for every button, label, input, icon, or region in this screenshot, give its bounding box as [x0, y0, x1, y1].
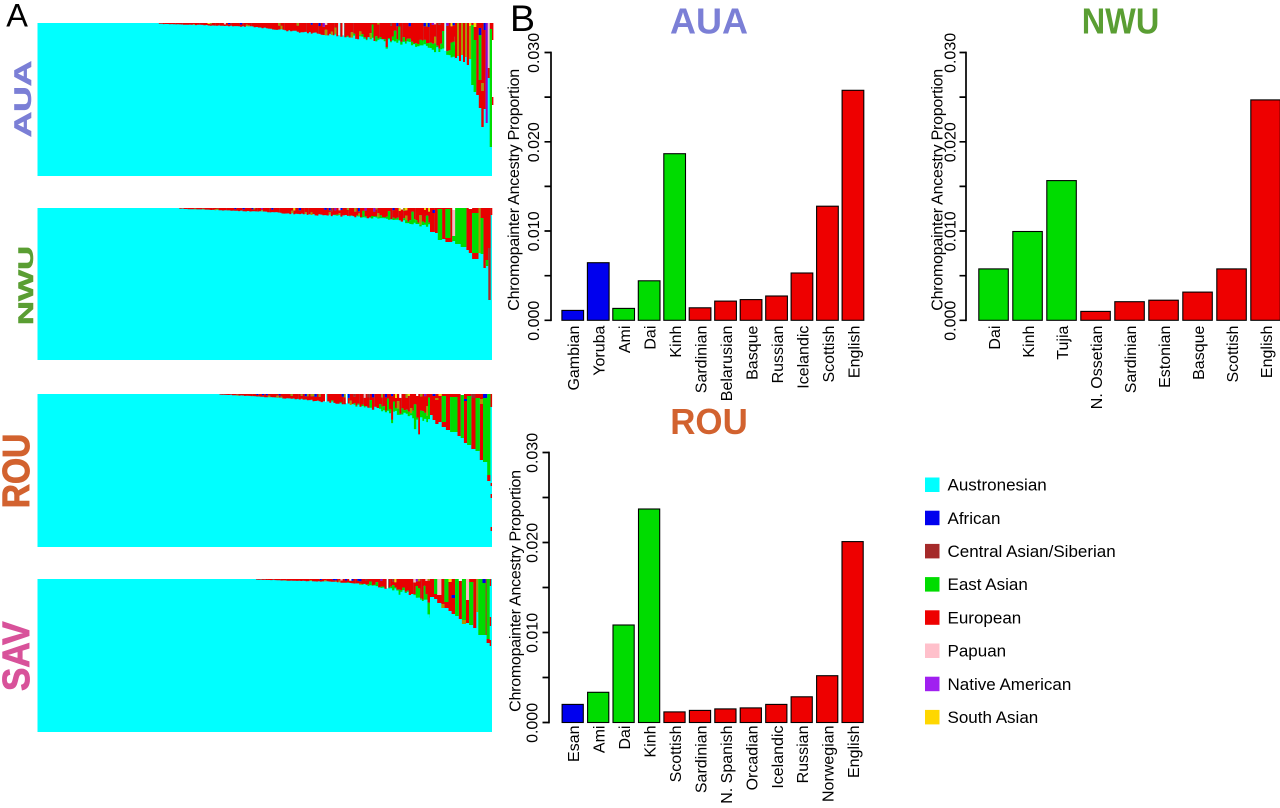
svg-text:Estonian: Estonian: [1157, 326, 1174, 388]
svg-text:0.030: 0.030: [943, 33, 960, 73]
svg-text:0.020: 0.020: [943, 122, 960, 162]
svg-text:Tujia: Tujia: [1055, 326, 1072, 360]
svg-text:Gambian: Gambian: [566, 326, 583, 391]
svg-text:0.020: 0.020: [525, 523, 542, 563]
svg-text:N. Spanish: N. Spanish: [719, 726, 736, 804]
svg-text:Dai: Dai: [617, 726, 634, 750]
svg-text:English: English: [1259, 326, 1276, 378]
svg-text:Basque: Basque: [745, 325, 762, 379]
svg-text:Dai: Dai: [643, 326, 660, 350]
svg-text:East Asian: East Asian: [948, 575, 1028, 594]
svg-text:Papuan: Papuan: [948, 642, 1007, 661]
svg-text:European: European: [948, 608, 1022, 627]
svg-text:Yoruba: Yoruba: [592, 325, 609, 375]
svg-text:Orcadian: Orcadian: [744, 726, 761, 791]
svg-text:AUA: AUA: [10, 61, 36, 138]
svg-text:Chromopainter Ancestry Proport: Chromopainter Ancestry Proportion: [506, 69, 523, 311]
svg-text:Chromopainter Ancestry Proport: Chromopainter Ancestry Proportion: [508, 470, 525, 712]
svg-text:Icelandic: Icelandic: [796, 326, 813, 389]
svg-text:B: B: [510, 0, 535, 39]
svg-text:0.010: 0.010: [525, 613, 542, 653]
svg-text:Native American: Native American: [948, 675, 1072, 694]
svg-text:A: A: [6, 0, 28, 34]
svg-text:Chromopainter Ancestry Proport: Chromopainter Ancestry Proportion: [930, 69, 947, 311]
svg-text:Russian: Russian: [795, 726, 812, 784]
svg-text:Austronesian: Austronesian: [948, 476, 1047, 495]
svg-text:0.010: 0.010: [526, 211, 543, 251]
svg-text:ROU: ROU: [0, 434, 38, 509]
svg-text:0.000: 0.000: [525, 703, 542, 743]
svg-text:NWU: NWU: [14, 246, 38, 325]
svg-text:English: English: [846, 326, 863, 378]
svg-text:Central Asian/Siberian: Central Asian/Siberian: [948, 542, 1116, 561]
svg-text:0.020: 0.020: [526, 122, 543, 162]
svg-text:0.000: 0.000: [526, 301, 543, 341]
svg-text:Esan: Esan: [566, 726, 583, 762]
svg-text:0.030: 0.030: [525, 433, 542, 473]
svg-text:NWU: NWU: [1082, 1, 1160, 42]
svg-text:English: English: [846, 726, 863, 778]
svg-text:Kinh: Kinh: [643, 726, 660, 758]
svg-text:African: African: [948, 509, 1001, 528]
svg-text:Ami: Ami: [617, 326, 634, 354]
svg-text:0.010: 0.010: [943, 211, 960, 251]
svg-text:Ami: Ami: [592, 726, 609, 754]
svg-text:Norwegian: Norwegian: [821, 726, 838, 802]
svg-text:0.000: 0.000: [943, 301, 960, 341]
svg-text:South Asian: South Asian: [948, 708, 1039, 727]
svg-text:Dai: Dai: [987, 326, 1004, 350]
svg-text:0.030: 0.030: [526, 33, 543, 73]
svg-text:SAV: SAV: [0, 621, 38, 691]
svg-text:AUA: AUA: [670, 1, 748, 42]
svg-text:Sardinian: Sardinian: [694, 326, 711, 394]
svg-text:Kinh: Kinh: [668, 326, 685, 358]
svg-text:Sardinian: Sardinian: [1123, 326, 1140, 394]
svg-text:Sardinian: Sardinian: [694, 726, 711, 794]
svg-text:Kinh: Kinh: [1021, 326, 1038, 358]
svg-text:Russian: Russian: [770, 326, 787, 384]
svg-text:Belarusian: Belarusian: [719, 326, 736, 402]
svg-text:N. Ossetian: N. Ossetian: [1089, 326, 1106, 410]
svg-text:Scottish: Scottish: [668, 726, 685, 783]
svg-text:Scottish: Scottish: [821, 326, 838, 383]
svg-text:Scottish: Scottish: [1225, 326, 1242, 383]
svg-text:ROU: ROU: [670, 401, 748, 442]
svg-text:Icelandic: Icelandic: [770, 726, 787, 789]
svg-text:Basque: Basque: [1191, 325, 1208, 379]
